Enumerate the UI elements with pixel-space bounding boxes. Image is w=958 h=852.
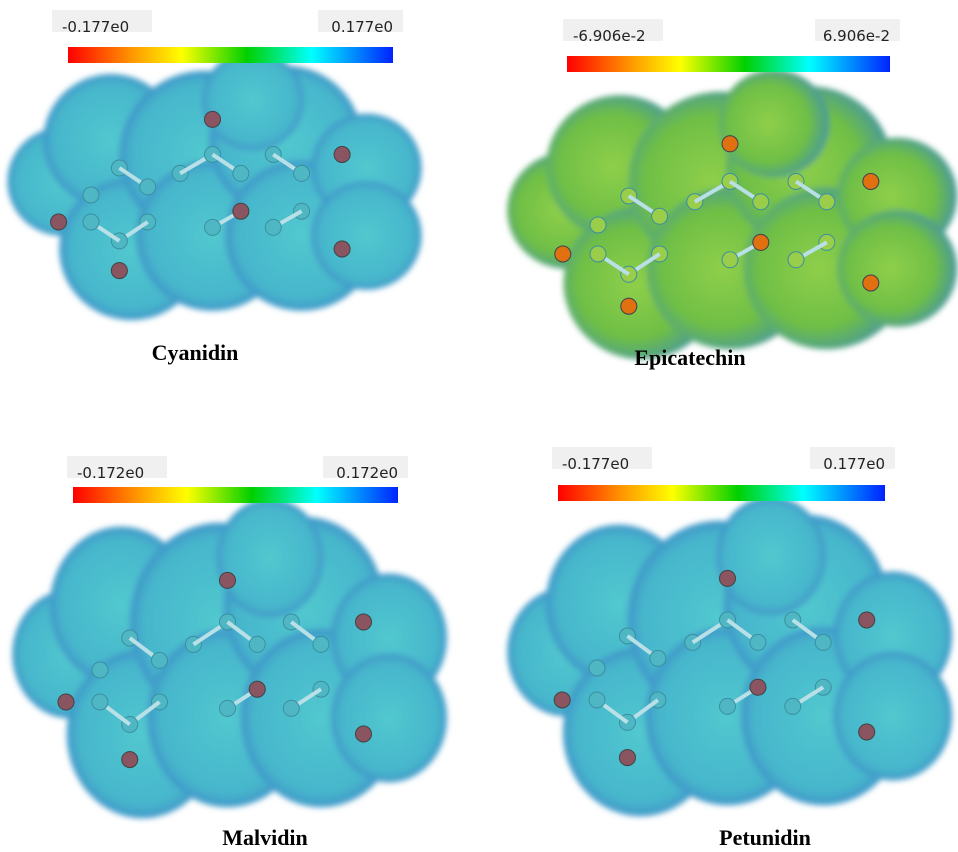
atom <box>750 634 766 650</box>
hetero-atom <box>249 681 265 697</box>
atom <box>205 219 221 235</box>
hetero-atom <box>58 694 74 710</box>
atom <box>83 214 99 230</box>
surface <box>7 50 421 320</box>
hetero-atom <box>619 750 635 766</box>
atom <box>313 636 329 652</box>
hetero-atom <box>356 726 372 742</box>
surface <box>507 496 952 816</box>
surface-lobe <box>716 496 826 615</box>
surface-lobe <box>719 70 830 178</box>
atom <box>785 698 801 714</box>
atom <box>590 246 606 262</box>
atom <box>650 650 666 666</box>
panel: -0.172e0 0.172e0 Malvidin <box>12 456 447 850</box>
hetero-atom <box>205 111 221 127</box>
molecule-name: Malvidin <box>222 825 308 850</box>
atom <box>294 165 310 181</box>
surface <box>12 498 447 818</box>
scale-min: -6.906e-2 <box>573 27 646 45</box>
color-scale <box>73 487 398 503</box>
hetero-atom <box>753 234 769 250</box>
atom <box>83 187 99 203</box>
molecule-name: Epicatechin <box>634 345 745 370</box>
hetero-atom <box>859 612 875 628</box>
molecule-name: Cyanidin <box>152 340 239 365</box>
panels: -0.177e0 0.177e0 Cyanidin -6.906e-2 6.906e-2… <box>7 10 957 850</box>
scale-max: 0.177e0 <box>823 455 885 473</box>
surface <box>507 70 957 360</box>
atom <box>722 252 738 268</box>
hetero-atom <box>122 752 138 768</box>
hetero-atom <box>863 275 879 291</box>
surface-lobe <box>833 652 952 781</box>
atom <box>152 652 168 668</box>
scale-min: -0.177e0 <box>562 455 629 473</box>
hetero-atom <box>51 214 67 230</box>
molecule-name: Petunidin <box>719 825 811 850</box>
scale-max: 6.906e-2 <box>823 27 890 45</box>
figure: -0.177e0 0.177e0 Cyanidin -6.906e-2 6.906e-2… <box>0 0 958 852</box>
hetero-atom <box>334 241 350 257</box>
panel: -6.906e-2 6.906e-2 Epicatechin <box>507 19 957 370</box>
scale-min: -0.172e0 <box>77 464 144 482</box>
surface-lobe <box>311 181 422 290</box>
hetero-atom <box>621 298 637 314</box>
atom <box>652 208 668 224</box>
atom <box>590 217 606 233</box>
hetero-atom <box>356 614 372 630</box>
color-scale <box>558 485 885 501</box>
hetero-atom <box>555 246 571 262</box>
hetero-atom <box>859 724 875 740</box>
atom <box>589 660 605 676</box>
hetero-atom <box>334 147 350 163</box>
scale-min: -0.177e0 <box>62 18 129 36</box>
atom <box>92 694 108 710</box>
atom <box>265 219 281 235</box>
hetero-atom <box>220 572 236 588</box>
hetero-atom <box>233 203 249 219</box>
surface-lobe <box>216 498 323 617</box>
atom <box>233 165 249 181</box>
surface-lobe <box>202 50 304 150</box>
atom <box>220 700 236 716</box>
surface-lobe <box>331 654 447 783</box>
atom <box>283 700 299 716</box>
atom <box>815 634 831 650</box>
atom <box>92 662 108 678</box>
hetero-atom <box>111 263 127 279</box>
panel: -0.177e0 0.177e0 Cyanidin <box>7 10 421 365</box>
scale-max: 0.172e0 <box>336 464 398 482</box>
hetero-atom <box>554 692 570 708</box>
hetero-atom <box>720 570 736 586</box>
atom <box>589 692 605 708</box>
atom <box>753 194 769 210</box>
surface-lobe <box>837 210 957 327</box>
hetero-atom <box>863 174 879 190</box>
atom <box>249 636 265 652</box>
color-scale <box>68 47 393 63</box>
atom <box>140 179 156 195</box>
hetero-atom <box>750 679 766 695</box>
atom <box>788 252 804 268</box>
color-scale <box>567 56 890 72</box>
scale-max: 0.177e0 <box>331 18 393 36</box>
panel: -0.177e0 0.177e0 Petunidin <box>507 447 952 850</box>
atom <box>720 698 736 714</box>
hetero-atom <box>722 136 738 152</box>
atom <box>819 194 835 210</box>
